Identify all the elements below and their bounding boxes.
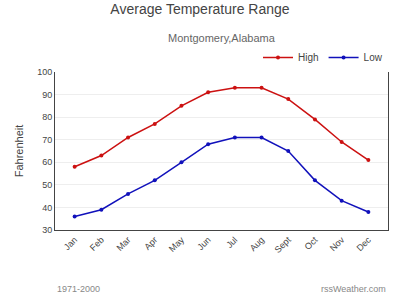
svg-text:100: 100: [37, 67, 52, 77]
svg-text:60: 60: [42, 157, 52, 167]
svg-text:Jan: Jan: [62, 235, 79, 252]
svg-text:80: 80: [42, 112, 52, 122]
svg-text:Nov: Nov: [328, 234, 347, 253]
svg-text:Dec: Dec: [355, 234, 374, 253]
svg-text:50: 50: [42, 180, 52, 190]
svg-text:Apr: Apr: [142, 235, 159, 252]
svg-text:90: 90: [42, 90, 52, 100]
svg-text:Mar: Mar: [115, 235, 133, 253]
svg-text:Jul: Jul: [224, 235, 239, 250]
svg-text:Montgomery,Alabama: Montgomery,Alabama: [168, 32, 276, 44]
svg-text:Fahrenheit: Fahrenheit: [13, 125, 25, 178]
svg-text:May: May: [167, 234, 186, 253]
svg-text:40: 40: [42, 203, 52, 213]
svg-text:Aug: Aug: [248, 235, 266, 253]
svg-text:Average Temperature Range: Average Temperature Range: [110, 1, 289, 17]
svg-text:1971-2000: 1971-2000: [57, 284, 100, 294]
svg-text:rssWeather.com: rssWeather.com: [321, 284, 386, 294]
svg-text:Low: Low: [364, 52, 383, 63]
svg-text:70: 70: [42, 135, 52, 145]
svg-text:30: 30: [42, 225, 52, 235]
svg-text:Sept: Sept: [273, 234, 294, 255]
svg-text:Feb: Feb: [88, 235, 106, 253]
svg-text:Jun: Jun: [195, 235, 212, 252]
svg-text:Oct: Oct: [303, 234, 320, 251]
svg-text:High: High: [298, 52, 319, 63]
